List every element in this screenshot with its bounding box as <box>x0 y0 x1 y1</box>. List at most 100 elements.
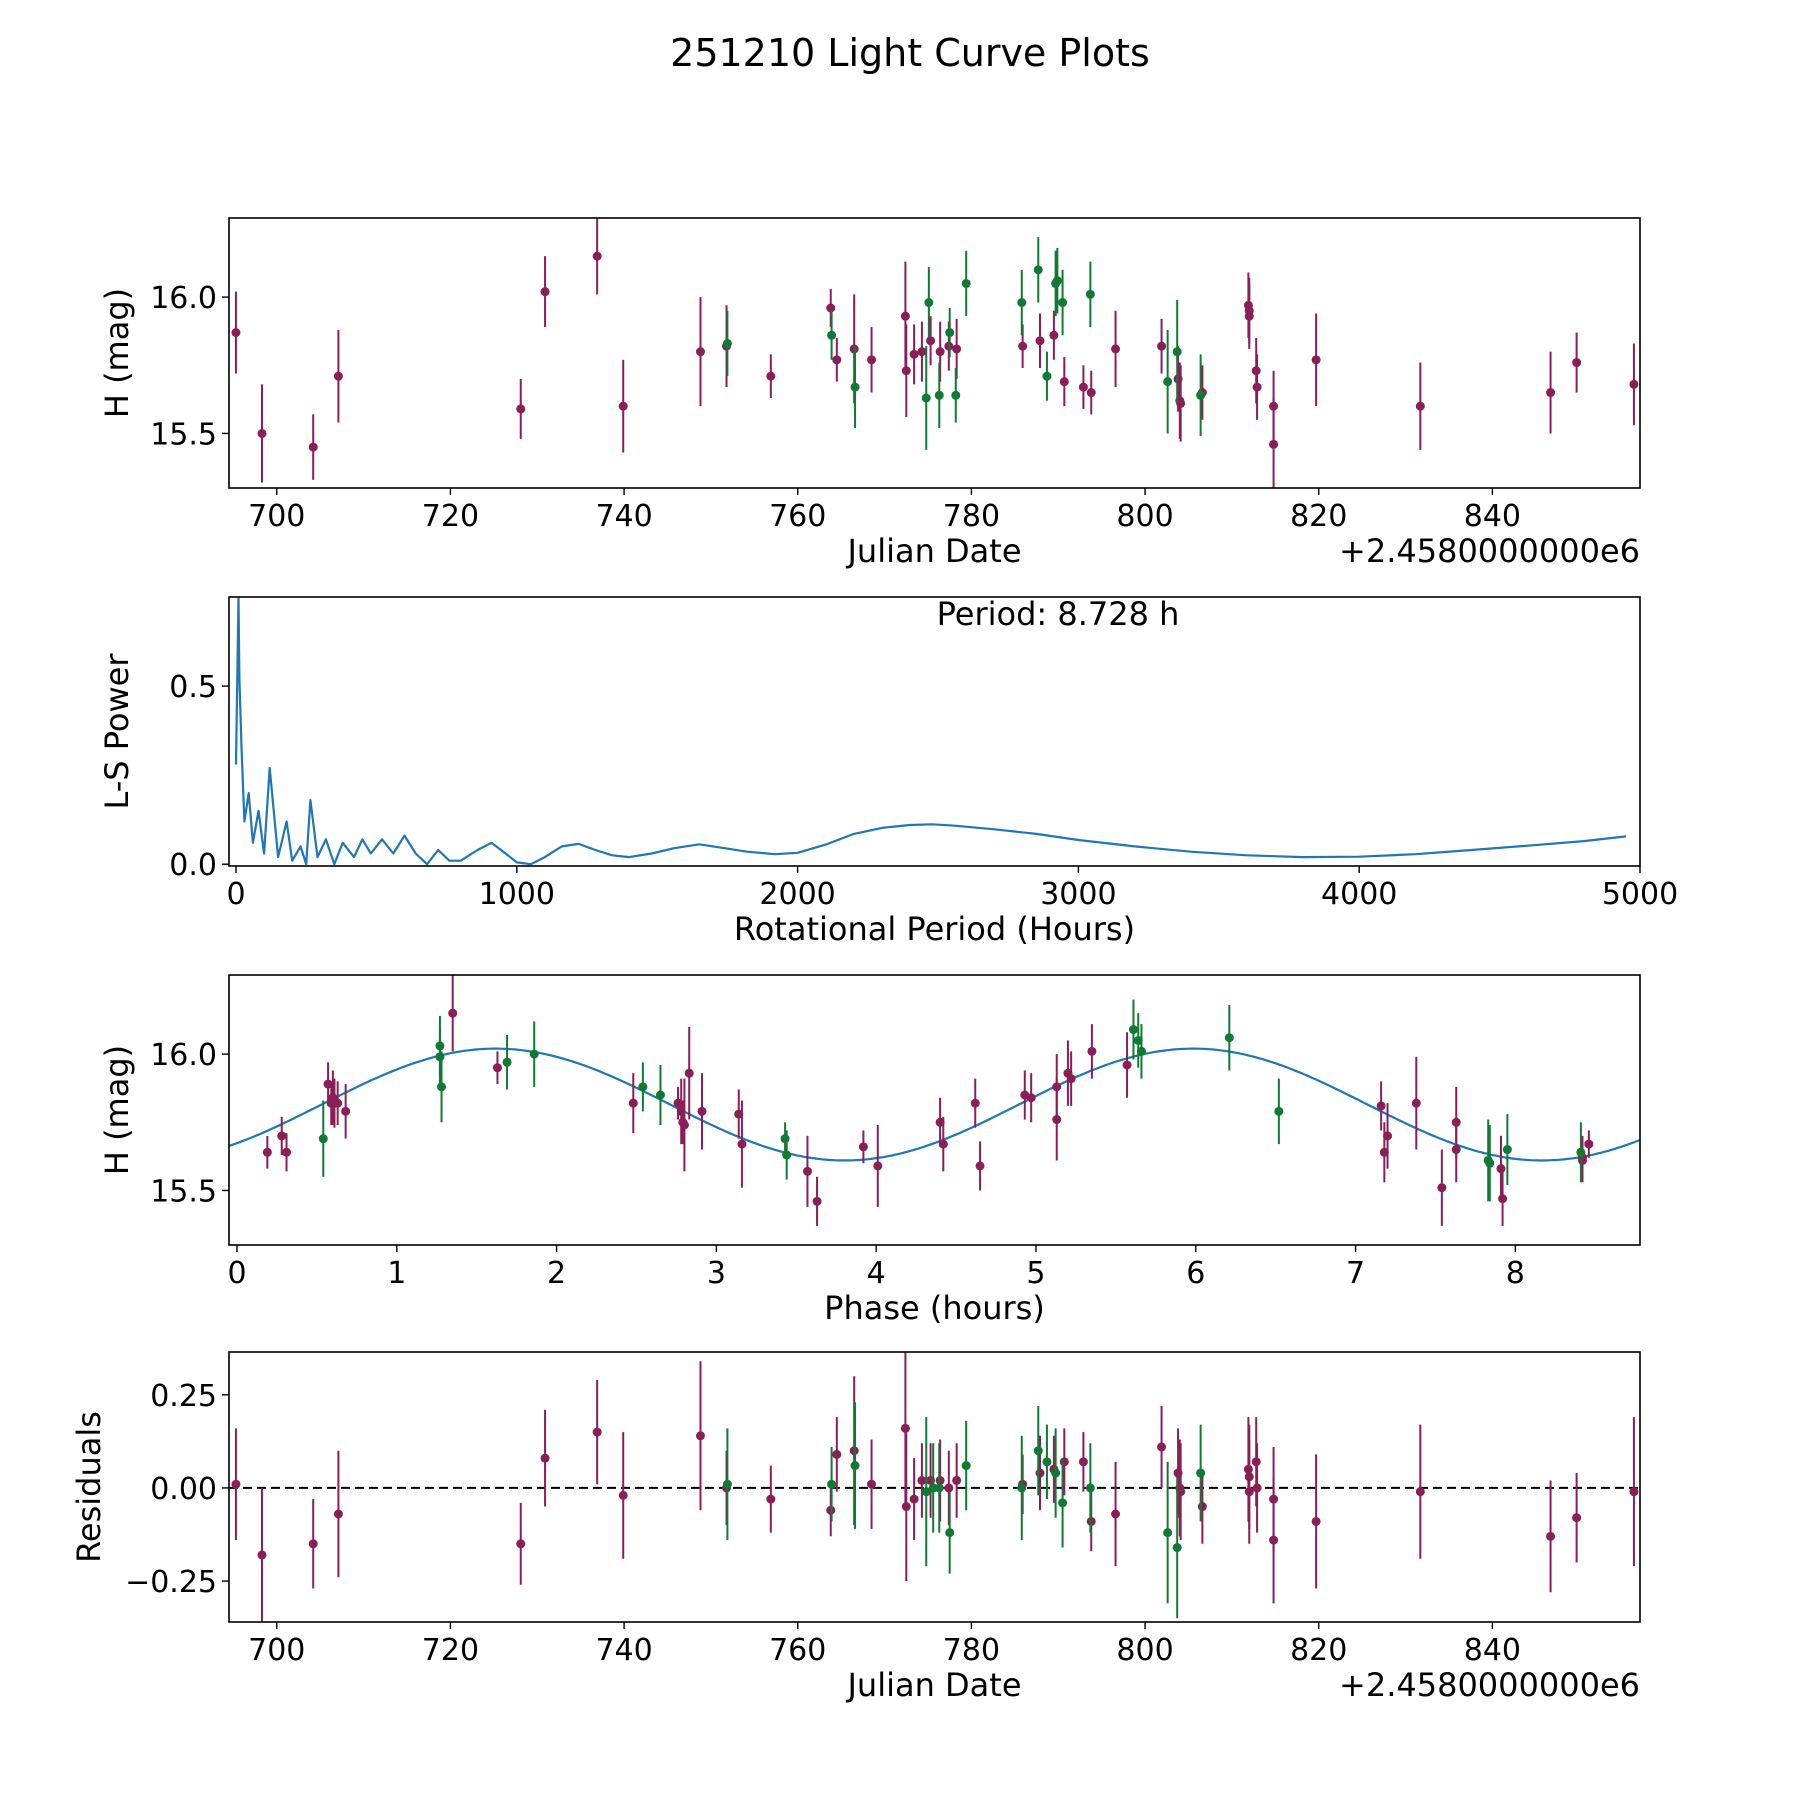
panel-phased: 0 1 2 3 4 5 6 7 8 15.5 16.0 Phase (hours) H (mag) <box>98 974 1641 1327</box>
data-point <box>1311 1516 1321 1526</box>
data-point <box>1269 439 1279 449</box>
data-point <box>961 278 971 288</box>
data-point <box>1018 341 1028 351</box>
x-axis-label: Julian Date <box>845 1666 1021 1704</box>
data-point <box>655 1090 665 1100</box>
sine-fit-curve <box>229 1047 1640 1162</box>
x-tick-label: 0 <box>227 1256 246 1291</box>
data-point <box>1078 1457 1088 1467</box>
data-point <box>1085 289 1095 299</box>
data-point <box>945 1528 955 1538</box>
data-point <box>1035 336 1045 346</box>
x-axis-label: Julian Date <box>845 532 1021 570</box>
data-point <box>924 298 934 308</box>
data-point <box>697 1106 707 1116</box>
data-point <box>492 1063 502 1073</box>
x-tick-label: 700 <box>248 499 305 534</box>
data-point <box>1157 1442 1167 1452</box>
data-point <box>679 1120 689 1130</box>
x-tick-label: 8 <box>1506 1256 1525 1291</box>
data-point <box>1252 382 1262 392</box>
data-point <box>780 1134 790 1144</box>
x-tick-label: 780 <box>943 499 1000 534</box>
data-point <box>827 330 837 340</box>
x-tick-label: 5 <box>1026 1256 1045 1291</box>
period-annotation: Period: 8.728 h <box>937 595 1180 633</box>
data-point <box>926 336 936 346</box>
data-point <box>917 347 927 357</box>
data-point <box>262 1147 272 1157</box>
data-point <box>1042 371 1052 381</box>
data-point <box>695 347 705 357</box>
data-point <box>618 1490 628 1500</box>
data-point <box>1196 390 1206 400</box>
data-point <box>766 371 776 381</box>
data-point <box>1415 401 1425 411</box>
x-offset-label: +2.4580000000e6 <box>1339 532 1640 570</box>
data-point <box>952 344 962 354</box>
x-tick-label: 820 <box>1290 499 1347 534</box>
figure-title: 251210 Light Curve Plots <box>670 31 1150 75</box>
x-tick-label: 840 <box>1464 1633 1521 1668</box>
panel-residuals: 700 720 740 760 780 800 820 840 −0.25 0.00 0.25 Jul… <box>70 1351 1641 1704</box>
data-point <box>1485 1158 1495 1168</box>
data-point <box>827 1479 837 1489</box>
data-point <box>1163 377 1173 387</box>
data-point <box>1035 1468 1045 1478</box>
x-tick-label: 2 <box>547 1256 566 1291</box>
data-point <box>1059 377 1069 387</box>
data-point <box>1415 1487 1425 1497</box>
data-point <box>901 1502 911 1512</box>
data-point <box>540 1453 550 1463</box>
data-point <box>1042 1457 1052 1467</box>
y-tick-label: 0.0 <box>169 848 217 883</box>
y-tick-label: 16.0 <box>150 281 217 316</box>
panel-periodogram: 0 1000 2000 3000 4000 5000 0.0 0.5 Rotational Pe… <box>98 595 1678 948</box>
data-point <box>1629 1487 1639 1497</box>
axes-frame <box>228 217 1641 489</box>
data-point <box>1058 1498 1068 1508</box>
data-point <box>1172 347 1182 357</box>
x-tick-label: 4 <box>867 1256 886 1291</box>
data-point <box>502 1057 512 1067</box>
data-point <box>695 1431 705 1441</box>
y-tick-label: 0.25 <box>150 1379 217 1414</box>
data-point <box>766 1494 776 1504</box>
axes-frame <box>228 1351 1641 1623</box>
data-point <box>333 1098 343 1108</box>
data-point <box>826 303 836 313</box>
data-point <box>1196 1468 1206 1478</box>
data-point <box>323 1079 333 1089</box>
data-point <box>684 1068 694 1078</box>
data-point <box>1546 388 1556 398</box>
data-point <box>231 1479 241 1489</box>
plot-area <box>231 218 1639 488</box>
data-point <box>909 1494 919 1504</box>
x-axis-label: Rotational Period (Hours) <box>734 910 1135 948</box>
data-point <box>1111 1509 1121 1519</box>
data-point <box>945 328 955 338</box>
x-tick-label: 760 <box>769 1633 826 1668</box>
data-point <box>1017 298 1027 308</box>
data-point <box>1078 382 1088 392</box>
data-point <box>1026 1093 1036 1103</box>
data-point <box>1244 1487 1254 1497</box>
data-point <box>1033 1446 1043 1456</box>
x-tick-label: 780 <box>943 1633 1000 1668</box>
data-point <box>832 355 842 365</box>
y-tick-label: 15.5 <box>150 417 217 452</box>
data-point <box>1496 1164 1506 1174</box>
data-point <box>308 1539 318 1549</box>
data-point <box>1052 1082 1062 1092</box>
data-point <box>1059 1457 1069 1467</box>
plot-area <box>234 597 1627 866</box>
x-tick-label: 0 <box>226 877 245 912</box>
data-point <box>867 355 877 365</box>
data-point <box>318 1134 328 1144</box>
axes-frame <box>228 974 1641 1246</box>
data-point <box>909 349 919 359</box>
x-tick-label: 740 <box>595 499 652 534</box>
x-tick-label: 800 <box>1116 499 1173 534</box>
x-tick-label: 3000 <box>1040 877 1116 912</box>
